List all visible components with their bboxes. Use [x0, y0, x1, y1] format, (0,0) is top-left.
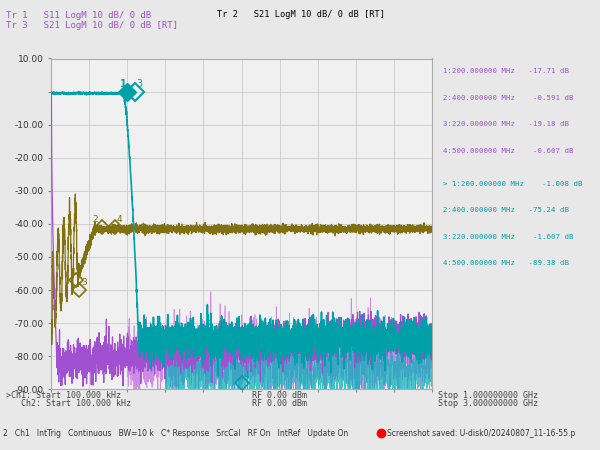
Text: Stop 1.000000000 GHz: Stop 1.000000000 GHz	[438, 391, 538, 400]
Text: Screenshot saved: U-disk0/20240807_11-16-55.p: Screenshot saved: U-disk0/20240807_11-16…	[387, 428, 575, 437]
Text: 4:500.000000 MHz    -0.607 dB: 4:500.000000 MHz -0.607 dB	[443, 148, 573, 154]
Text: 4: 4	[116, 215, 122, 224]
Text: RF 0.00 dBm: RF 0.00 dBm	[252, 391, 307, 400]
Text: Tr 3   S21 LogM 10 dB/ 0 dB [RT]: Tr 3 S21 LogM 10 dB/ 0 dB [RT]	[6, 21, 178, 30]
Text: 1:200.000000 MHz   -17.71 dB: 1:200.000000 MHz -17.71 dB	[443, 68, 569, 74]
Text: 4:500.000000 MHz   -89.38 dB: 4:500.000000 MHz -89.38 dB	[443, 260, 569, 266]
Text: Ch2: Start 100.000 kHz: Ch2: Start 100.000 kHz	[6, 399, 131, 408]
Text: Stop 3.000000000 GHz: Stop 3.000000000 GHz	[438, 399, 538, 408]
Text: 2:400.000000 MHz   -75.24 dB: 2:400.000000 MHz -75.24 dB	[443, 207, 569, 213]
Text: 2:400.000000 MHz    -0.591 dB: 2:400.000000 MHz -0.591 dB	[443, 95, 573, 101]
Text: 4: 4	[244, 371, 249, 380]
Text: 2: 2	[92, 215, 98, 224]
Text: 1: 1	[119, 79, 127, 89]
Text: Tr 2   S21 LogM 10 dB/ 0 dB [RT]: Tr 2 S21 LogM 10 dB/ 0 dB [RT]	[217, 10, 385, 18]
Text: 3: 3	[137, 79, 143, 89]
Text: 3: 3	[81, 278, 86, 287]
Text: 3:220.000000 MHz   -19.18 dB: 3:220.000000 MHz -19.18 dB	[443, 122, 569, 127]
Text: 1: 1	[71, 268, 76, 277]
Text: Tr 1   S11 LogM 10 dB/ 0 dB: Tr 1 S11 LogM 10 dB/ 0 dB	[6, 11, 151, 20]
Text: RF 0.00 dBm: RF 0.00 dBm	[252, 399, 307, 408]
Text: 3:220.000000 MHz    -1.607 dB: 3:220.000000 MHz -1.607 dB	[443, 234, 573, 240]
Text: >Ch1: Start 100.000 kHz: >Ch1: Start 100.000 kHz	[6, 391, 121, 400]
Text: 2: 2	[205, 320, 212, 330]
Text: 2   Ch1   IntTrig   Continuous   BW=10 k   C* Response   SrcCal   RF On   IntRef: 2 Ch1 IntTrig Continuous BW=10 k C* Resp…	[3, 428, 348, 437]
Text: > 1:200.000000 MHz    -1.008 dB: > 1:200.000000 MHz -1.008 dB	[443, 181, 582, 187]
